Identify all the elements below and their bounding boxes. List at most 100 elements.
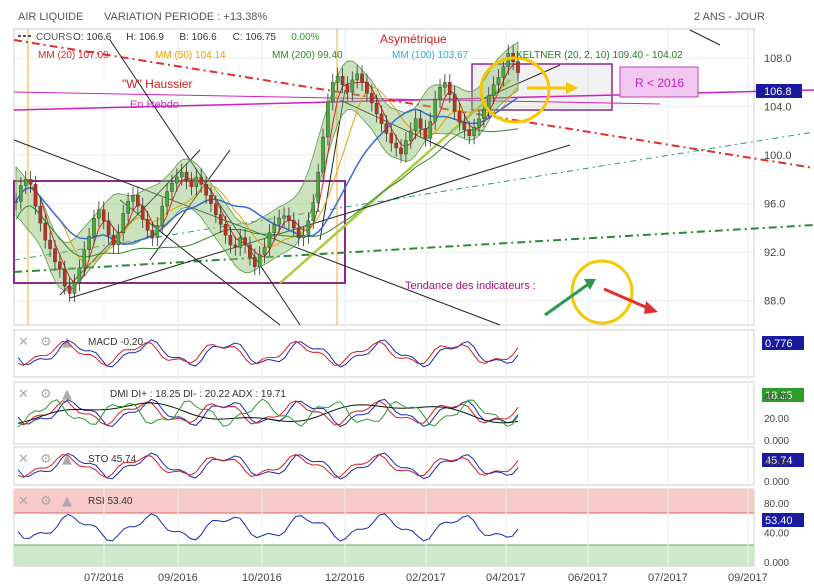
black-line-10 [149,149,231,261]
candle-body [111,235,116,246]
candle-body [218,214,223,225]
black-line-3 [109,39,301,326]
variation-periode: VARIATION PERIODE : +13.38% [104,11,267,23]
candle-body [418,118,423,129]
highlight-circle-top [479,56,551,124]
candle-body [72,282,77,294]
macd-panel [13,329,755,378]
candle-body [228,235,233,246]
gear-icon: ⚙ [40,335,52,350]
asymetrique-label: Asymétrique [380,32,447,46]
y-tick-label: 104.0 [764,102,792,114]
y-tick-label: 108.0 [764,53,792,65]
close-icon: ✕ [18,452,29,467]
candle-body [262,247,267,255]
sto-value-box [762,453,804,467]
candle-body [257,254,262,267]
dmi-value-label: 18.25 [765,390,793,402]
candle-body [472,127,476,136]
dmi-value-box [762,388,804,402]
arrow-up-icon: ▲ [62,452,72,467]
candle-body [384,123,389,134]
candle-body [223,224,228,236]
candle-body [287,215,291,221]
candle-body [292,220,296,229]
candle-body [404,140,408,155]
close-icon: ✕ [18,387,29,402]
x-tick-label: 04/2017 [486,572,526,584]
candle-body [199,176,204,185]
instrument-name: AIR LIQUIDE [18,11,83,23]
candle-body [447,82,452,95]
candle-body [150,230,155,238]
arrow-up-icon: ▲ [62,494,72,509]
candle-body [155,225,160,238]
candle-body [311,202,316,221]
tendance-label: Tendance des indicateurs : [405,280,536,292]
candle-body [175,176,179,184]
candle-body [145,219,150,231]
candle-body [326,101,330,138]
w-pattern-box [13,180,346,284]
candle-body [394,142,398,149]
candle-body [233,244,238,248]
candle-body [23,179,28,186]
candle-body [516,61,520,73]
candle-body [374,102,379,115]
candle-body [243,237,247,246]
last-price-box [756,84,802,98]
candle-body [238,237,242,248]
candle-body [77,267,82,283]
highlight-circle-bottom [570,259,634,325]
x-tick-label: 10/2016 [242,572,282,584]
indicator-tick: 0.000 [764,436,789,447]
legend-row-1: COURS O: 106.6 H: 106.9 B: 106.6 C: 106.75 0.… [18,32,320,43]
candle-body [399,147,403,155]
candle-body [43,222,48,241]
candle-body [214,203,218,215]
candle-body [277,218,281,225]
candle-body [360,73,364,83]
x-tick-label: 09/2017 [728,572,768,584]
green-arrow-head [584,279,596,290]
green-arrow-shaft [544,281,591,317]
ma-200-line [15,128,519,258]
y-tick-label: 92.0 [764,247,785,259]
candle-body [101,209,106,221]
candle-body [253,256,257,267]
candle-body [423,128,428,139]
macd-value-box [762,336,804,350]
price-axis: 88.0 92.0 96.0 100.0 104.0 108.0 [764,53,792,308]
candle-body [97,209,101,219]
black-line-8 [689,29,721,46]
legend-item: H: 106.9 [126,32,164,43]
candle-body [189,180,194,187]
candle-body [282,215,286,219]
candle-body [389,133,394,144]
candle-body [457,111,462,123]
dmi-line-black [17,402,519,424]
candle-body [204,184,208,196]
close-icon: ✕ [18,335,29,350]
candle-body [350,79,355,93]
candle-body [340,76,345,86]
gear-icon: ⚙ [40,494,52,509]
legend-ma-item: MM (20) 107.09 [38,50,109,61]
candle-body [477,118,481,128]
magenta-line-2 [13,91,661,105]
candle-body [248,244,252,258]
candle-body [106,220,111,236]
candle-body [365,82,369,94]
dmi-label: DMI DI+ : 18.25 DI- : 20.22 ADX : 19.71 [110,389,286,400]
yellow-arrow-head [566,82,578,94]
candle-body [369,93,374,104]
candle-body [438,87,442,100]
candle-body [165,191,169,207]
candle-body [335,76,340,83]
candle-body [321,136,325,173]
keltner-band [15,41,519,292]
legend-item: COURS [36,32,72,43]
indicator-tick: 40.00 [764,392,789,403]
indicator-tick: 80.00 [764,499,789,510]
date-axis: 07/2016 09/2016 10/2016 12/2016 02/2017 04/20… [84,572,768,584]
